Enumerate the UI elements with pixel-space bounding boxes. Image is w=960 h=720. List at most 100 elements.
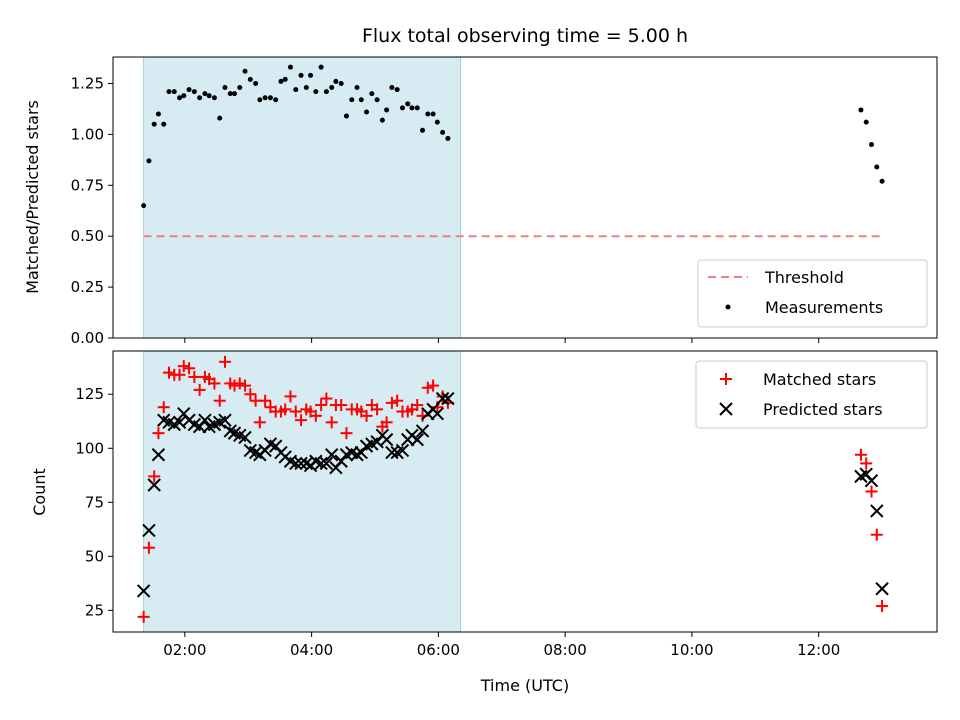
top-y-axis: 0.00 0.25 0.50 0.75 1.00 1.25 [71,74,113,347]
measurement-point [409,105,415,111]
measurement-point [323,89,329,95]
measurement-point [369,91,375,97]
measurement-point [177,95,183,101]
predicted-star-point [435,391,450,406]
legend-threshold-label: Threshold [764,268,844,287]
legend-matched-swatch [720,373,732,385]
matched-star-point [162,366,175,379]
measurement-point [430,111,436,117]
measurement-point [267,95,273,101]
measurement-point [354,85,360,91]
matched-star-point [259,394,272,407]
measurement-point [358,97,364,103]
matched-star-point [876,600,889,613]
measurement-point [313,89,319,95]
measurement-point [405,101,411,107]
measurement-point [262,95,268,101]
measurement-point [298,72,304,78]
bottom-y-tick-label: 25 [85,601,104,619]
matched-star-point [380,416,393,429]
matched-star-point [208,377,221,390]
matched-star-point [360,409,373,422]
measurement-point [217,115,223,121]
measurement-point [434,119,440,125]
bottom-x-tick-label: 08:00 [544,641,587,659]
matched-star-point [177,360,190,373]
predicted-star-point [238,430,252,445]
matched-star-point [391,394,404,407]
measurement-point [231,91,237,97]
measurement-point [414,105,420,111]
measurement-point [186,87,192,93]
measurement-point [440,129,446,135]
measurement-point [343,113,349,119]
matched-star-point [309,409,322,422]
matched-star-point [870,528,883,541]
measurement-point [227,91,233,97]
top-y-tick-label: 1.25 [71,74,104,92]
predicted-star-point [875,582,889,596]
measurement-point [338,80,344,86]
matched-star-point [371,403,384,416]
measurement-point [364,109,370,115]
bottom-x-tick-label: 10:00 [670,641,713,659]
top-y-tick-label: 0.25 [71,278,104,296]
matched-star-point [289,405,302,418]
matched-star-point [193,383,206,396]
measurement-point [333,78,339,84]
measurement-point [222,85,228,91]
matched-star-point [157,401,170,414]
top-y-tick-label: 0.50 [71,227,104,245]
predicted-star-point [410,432,424,447]
matched-star-point [142,541,155,554]
measurement-point [237,85,243,91]
chart-title: Flux total observing time = 5.00 h [362,25,688,47]
measurement-point [273,97,279,103]
bottom-y-tick-label: 125 [75,385,104,403]
predicted-star-point [289,456,303,471]
measurement-point [253,80,259,86]
measurement-point [293,87,299,93]
measurement-point [399,105,405,111]
predicted-star-point [218,413,232,427]
bottom-panel: 25 50 75 100 125 02:00 04:00 06:00 08:00 10:00 12… [30,350,938,695]
bottom-y-axis-label: Count [30,468,49,516]
measurement-point [282,76,288,82]
measurement-point [874,164,880,170]
matched-star-point [148,470,161,483]
measurement-point [171,89,177,95]
predicted-star-point [324,448,339,462]
measurement-point [379,117,385,123]
legend-matched-label: Matched stars [763,370,876,389]
measurement-point [151,121,157,127]
measurement-point [166,89,172,95]
measurement-point [445,135,451,141]
measurement-point [879,178,885,184]
measurement-point [191,89,197,95]
measurement-point [278,78,284,84]
matched-star-point [325,416,338,429]
bottom-legend: Matched stars Predicted stars [695,360,928,429]
matched-star-point [183,362,196,375]
bottom-series-predicted-stars [136,391,889,598]
measurement-point [303,85,309,91]
top-legend-box [697,259,928,328]
measurement-point [247,76,253,82]
predicted-star-point [147,478,161,492]
measurement-point [141,203,147,209]
matched-star-point [279,403,292,416]
measurement-point [374,97,380,103]
top-y-tick-label: 0.00 [71,329,104,347]
predicted-star-point [142,523,156,538]
matched-star-point [284,390,297,403]
measurement-point [161,121,167,127]
measurement-point [257,97,263,103]
measurement-point [869,142,875,148]
matched-star-point [385,396,398,409]
bottom-plot-frame [112,350,938,633]
measurement-point [329,85,335,91]
bottom-x-tick-label: 04:00 [290,641,333,659]
predicted-star-point [198,413,212,427]
measurement-point [384,107,390,113]
matched-star-point [421,381,434,394]
